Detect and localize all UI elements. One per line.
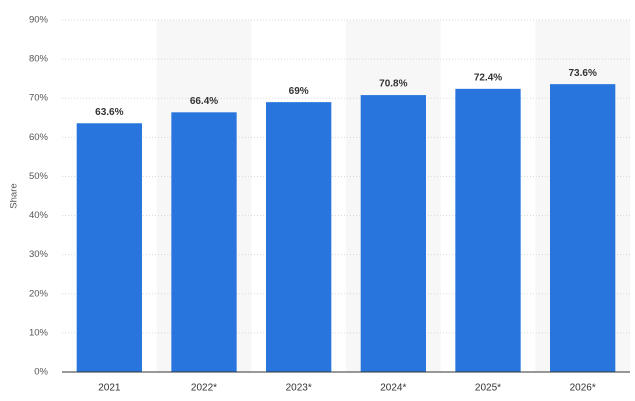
y-tick-label: 10% (29, 327, 49, 338)
bar (455, 88, 521, 372)
bar (266, 102, 332, 372)
y-tick-label: 20% (29, 288, 49, 299)
bar (550, 84, 616, 373)
y-tick-label: 80% (29, 54, 49, 65)
data-label: 72.4% (474, 72, 502, 83)
x-tick-label: 2022* (191, 383, 217, 394)
data-label: 69% (289, 86, 309, 97)
x-tick-label: 2024* (380, 383, 406, 394)
x-tick-label: 2026* (570, 383, 596, 394)
y-tick-label: 60% (29, 132, 49, 143)
y-tick-label: 70% (29, 93, 49, 104)
data-label: 63.6% (95, 107, 123, 118)
y-tick-label: 30% (29, 249, 49, 260)
x-tick-label: 2025* (475, 383, 501, 394)
x-tick-label: 2021 (98, 383, 121, 394)
x-tick-label: 2023* (286, 383, 312, 394)
data-label: 73.6% (568, 68, 596, 79)
bar (171, 112, 237, 373)
data-label: 66.4% (190, 96, 218, 107)
y-tick-label: 50% (29, 171, 49, 182)
data-label: 70.8% (379, 79, 407, 90)
y-tick-label: 40% (29, 210, 49, 221)
y-tick-label: 0% (34, 367, 48, 378)
bar (76, 123, 142, 373)
y-axis-title: Share (9, 183, 20, 208)
bar (360, 95, 426, 373)
y-tick-label: 90% (29, 15, 49, 26)
